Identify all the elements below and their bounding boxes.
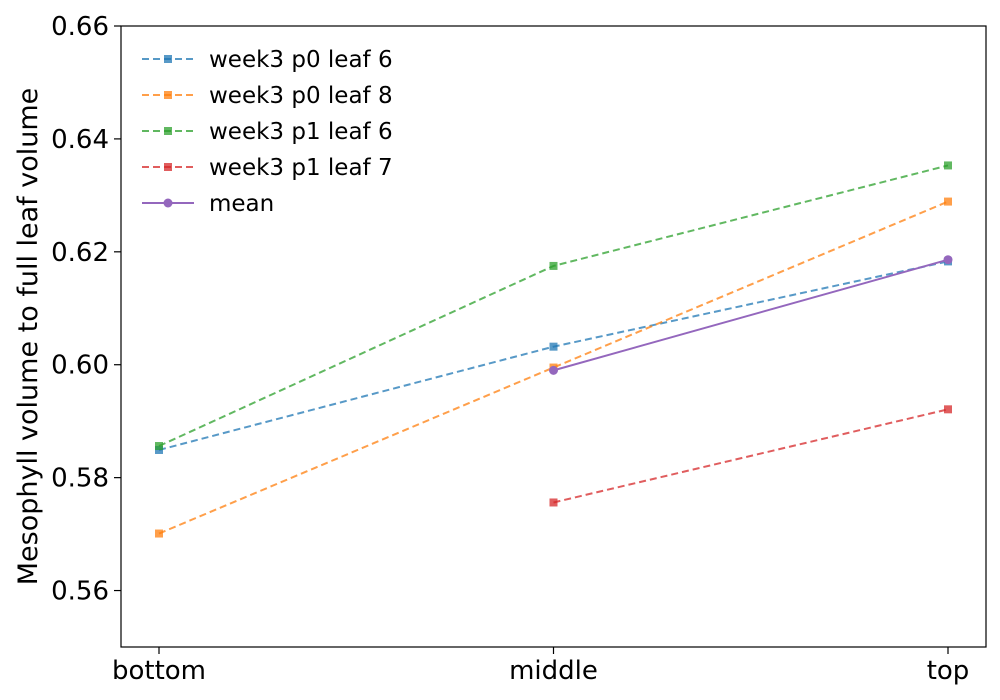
series-week3-p0-leaf-6 [155, 257, 952, 454]
legend-marker [164, 91, 172, 99]
data-point [155, 529, 163, 538]
data-point [549, 261, 558, 270]
data-point [549, 365, 558, 375]
series-layer [155, 161, 953, 538]
data-point [155, 442, 163, 451]
y-tick-label: 0.58 [51, 464, 109, 494]
data-point [549, 342, 558, 351]
series-line [553, 408, 949, 504]
legend-label: week3 p1 leaf 7 [209, 155, 393, 181]
y-axis-ticks: 0.56 0.58 0.60 0.62 0.64 0.66 [51, 12, 121, 607]
y-tick-label: 0.64 [51, 125, 109, 155]
legend-marker [164, 127, 172, 135]
legend: week3 p0 leaf 6 week3 p0 leaf 8 week3 p1 l… [142, 47, 393, 217]
y-tick-label: 0.56 [51, 577, 109, 607]
data-point [943, 255, 953, 265]
legend-entry: week3 p0 leaf 8 [142, 83, 393, 109]
legend-label: week3 p1 leaf 6 [209, 119, 393, 145]
data-point [944, 161, 952, 170]
legend-marker [164, 55, 172, 63]
legend-label: week3 p0 leaf 6 [209, 47, 393, 73]
x-axis-ticks: bottom middle top [112, 647, 969, 686]
data-point [549, 498, 558, 507]
legend-entry: mean [142, 191, 274, 217]
legend-marker [163, 198, 173, 208]
series-line [553, 258, 949, 372]
x-tick-label-top: top [927, 656, 970, 686]
series-line [158, 260, 949, 451]
y-tick-label: 0.60 [51, 351, 109, 381]
legend-entry: week3 p1 leaf 7 [142, 155, 393, 181]
legend-entry: week3 p0 leaf 6 [142, 47, 393, 73]
y-tick-label: 0.66 [51, 12, 109, 42]
legend-marker [164, 163, 172, 171]
legend-label: mean [209, 191, 274, 217]
legend-label: week3 p0 leaf 8 [209, 83, 393, 109]
plot-frame [120, 25, 987, 648]
series-line [158, 164, 949, 447]
y-tick-label: 0.62 [51, 238, 109, 268]
series-week3-p1-leaf-7 [549, 405, 952, 507]
x-tick-label-bottom: bottom [112, 656, 206, 686]
y-axis-label: Mesophyll volume to full leaf volume [13, 88, 44, 586]
series-mean [549, 255, 953, 375]
legend-entry: week3 p1 leaf 6 [142, 119, 393, 145]
x-tick-label-middle: middle [509, 656, 598, 686]
data-point [944, 405, 952, 414]
data-point [944, 197, 952, 206]
series-week3-p1-leaf-6 [155, 161, 952, 451]
